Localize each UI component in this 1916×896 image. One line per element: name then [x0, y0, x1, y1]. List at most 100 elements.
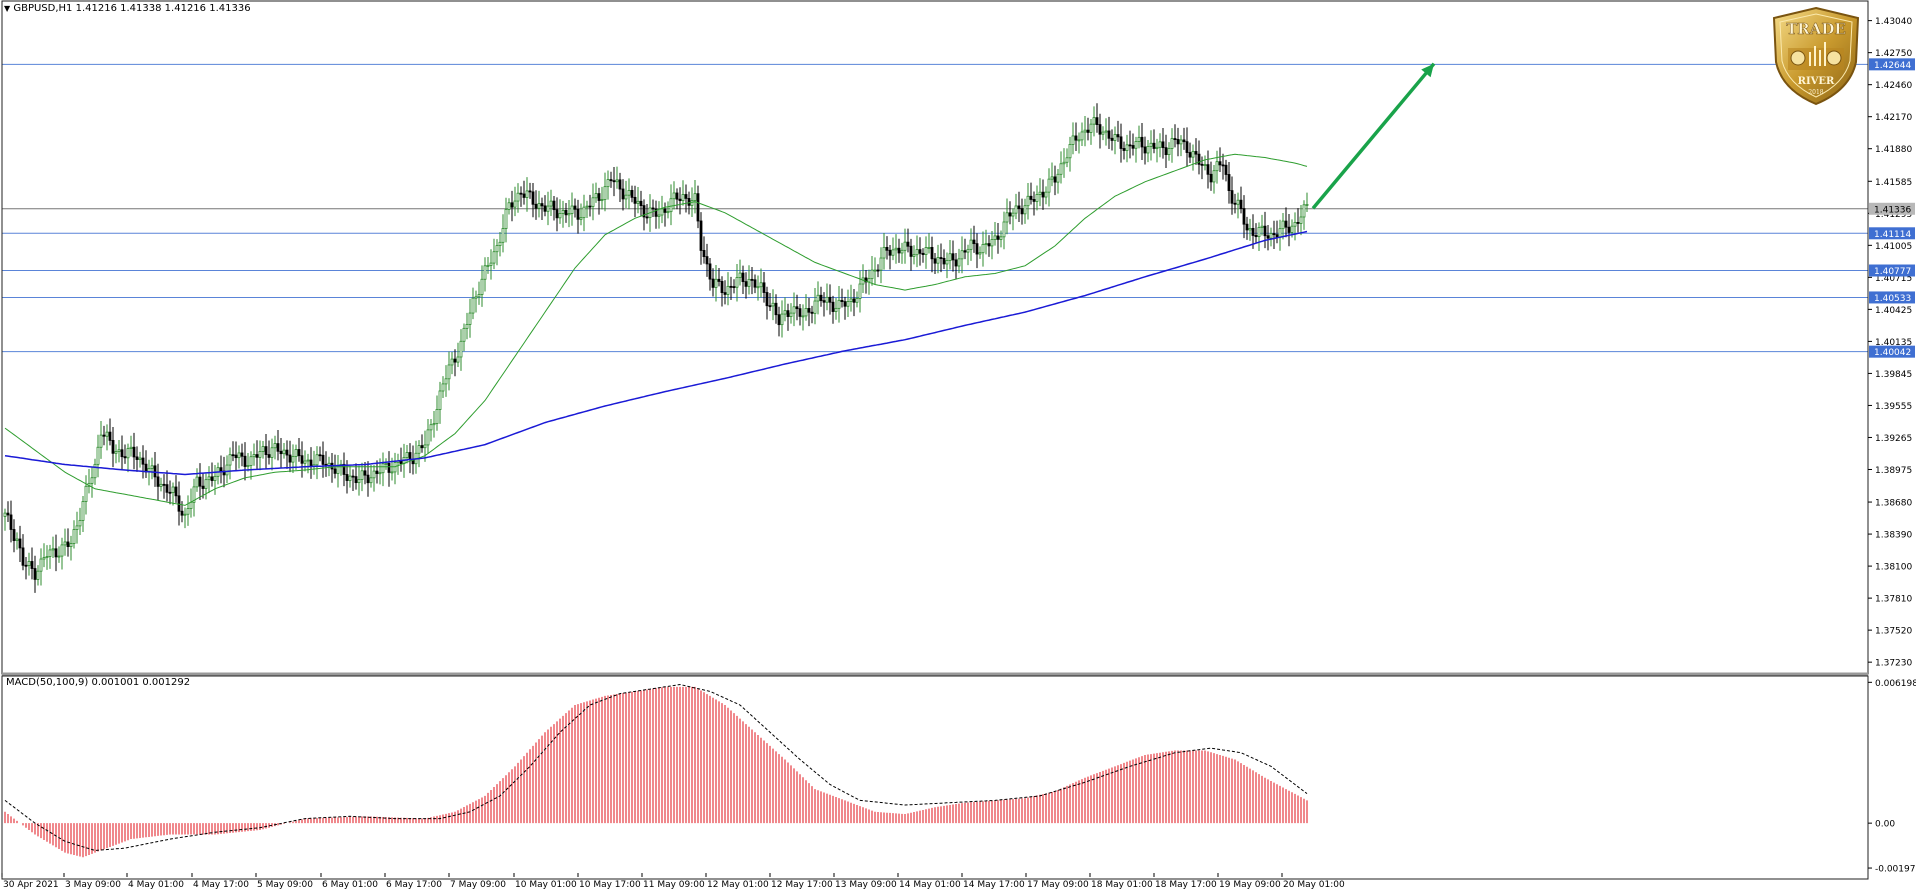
candle-body[interactable]	[828, 296, 832, 303]
candle-body[interactable]	[12, 529, 16, 541]
candle-body[interactable]	[255, 454, 259, 458]
candle-body[interactable]	[1104, 130, 1108, 133]
candle-body[interactable]	[876, 269, 880, 272]
candle-body[interactable]	[738, 272, 742, 278]
candle-body[interactable]	[558, 213, 562, 219]
candle-body[interactable]	[390, 471, 394, 474]
candle-body[interactable]	[159, 483, 163, 487]
candle-body[interactable]	[897, 247, 901, 254]
candle-body[interactable]	[141, 457, 145, 465]
candle-body[interactable]	[1245, 223, 1249, 231]
candle-body[interactable]	[702, 250, 706, 258]
candle-body[interactable]	[969, 239, 973, 250]
candle-body[interactable]	[1224, 164, 1228, 175]
candle-body[interactable]	[729, 285, 733, 288]
candle-body[interactable]	[735, 277, 739, 288]
candle-body[interactable]	[804, 308, 808, 317]
candle-body[interactable]	[1008, 212, 1012, 217]
candle-body[interactable]	[423, 444, 427, 449]
candle-body[interactable]	[372, 470, 376, 479]
candle-body[interactable]	[903, 241, 907, 251]
candle-body[interactable]	[1212, 170, 1216, 183]
candle-body[interactable]	[993, 235, 997, 240]
candle-body[interactable]	[690, 200, 694, 206]
candle-body[interactable]	[768, 305, 772, 308]
candle-body[interactable]	[654, 208, 658, 217]
candle-body[interactable]	[234, 454, 238, 459]
candle-body[interactable]	[237, 452, 241, 459]
candle-body[interactable]	[105, 431, 109, 437]
candle-body[interactable]	[267, 454, 271, 458]
candle-body[interactable]	[1056, 173, 1060, 183]
candle-body[interactable]	[252, 454, 256, 458]
candle-body[interactable]	[150, 465, 154, 469]
candle-body[interactable]	[1050, 176, 1054, 180]
candle-body[interactable]	[669, 198, 673, 213]
candle-body[interactable]	[1305, 204, 1309, 206]
candle-body[interactable]	[645, 216, 649, 219]
candle-body[interactable]	[552, 200, 556, 211]
candle-body[interactable]	[534, 203, 538, 209]
candle-body[interactable]	[444, 378, 448, 385]
candle-body[interactable]	[762, 282, 766, 293]
candle-body[interactable]	[1083, 129, 1087, 133]
candle-body[interactable]	[885, 246, 889, 251]
candle-body[interactable]	[1182, 139, 1186, 143]
candle-body[interactable]	[498, 241, 502, 247]
candle-body[interactable]	[363, 470, 367, 476]
candle-body[interactable]	[594, 193, 598, 199]
candle-body[interactable]	[1185, 141, 1189, 153]
candle-body[interactable]	[1038, 191, 1042, 195]
price-level-badge[interactable]: 1.41114	[1874, 230, 1911, 240]
candle-body[interactable]	[168, 491, 172, 494]
candle-body[interactable]	[336, 466, 340, 474]
candle-body[interactable]	[918, 249, 922, 254]
candle-body[interactable]	[942, 257, 946, 265]
candle-body[interactable]	[513, 200, 517, 208]
candle-body[interactable]	[1215, 161, 1219, 172]
candle-body[interactable]	[798, 308, 802, 317]
candle-body[interactable]	[69, 543, 73, 548]
candle-body[interactable]	[210, 476, 214, 481]
candle-body[interactable]	[987, 243, 991, 247]
candle-body[interactable]	[894, 247, 898, 251]
candle-body[interactable]	[1197, 153, 1201, 165]
candle-body[interactable]	[801, 315, 805, 318]
candle-body[interactable]	[939, 257, 943, 259]
candle-body[interactable]	[984, 243, 988, 245]
candle-body[interactable]	[1257, 227, 1261, 238]
candle-body[interactable]	[261, 446, 265, 452]
candle-body[interactable]	[438, 390, 442, 410]
candle-body[interactable]	[1032, 199, 1036, 202]
candle-body[interactable]	[360, 470, 364, 480]
candle-body[interactable]	[912, 254, 916, 257]
candle-body[interactable]	[213, 475, 217, 481]
candle-body[interactable]	[198, 476, 202, 487]
candle-body[interactable]	[1107, 130, 1111, 139]
candle-body[interactable]	[489, 262, 493, 266]
candle-body[interactable]	[1053, 176, 1057, 183]
candle-body[interactable]	[357, 479, 361, 484]
candle-body[interactable]	[288, 454, 292, 463]
candle-body[interactable]	[384, 462, 388, 465]
candle-body[interactable]	[42, 557, 46, 560]
candle-body[interactable]	[906, 241, 910, 247]
candle-body[interactable]	[1155, 146, 1159, 149]
candle-body[interactable]	[369, 477, 373, 484]
candle-body[interactable]	[345, 474, 349, 481]
candle-body[interactable]	[270, 447, 274, 458]
candle-body[interactable]	[546, 205, 550, 212]
candle-body[interactable]	[477, 294, 481, 298]
candle-body[interactable]	[1080, 131, 1084, 141]
candle-body[interactable]	[54, 548, 58, 558]
candle-body[interactable]	[708, 263, 712, 280]
candle-body[interactable]	[1137, 136, 1141, 142]
candle-body[interactable]	[723, 292, 727, 295]
candle-body[interactable]	[204, 479, 208, 489]
candle-body[interactable]	[453, 358, 457, 363]
candle-body[interactable]	[309, 459, 313, 468]
candle-body[interactable]	[171, 486, 175, 493]
candle-body[interactable]	[1161, 141, 1165, 149]
candle-body[interactable]	[1167, 148, 1171, 156]
